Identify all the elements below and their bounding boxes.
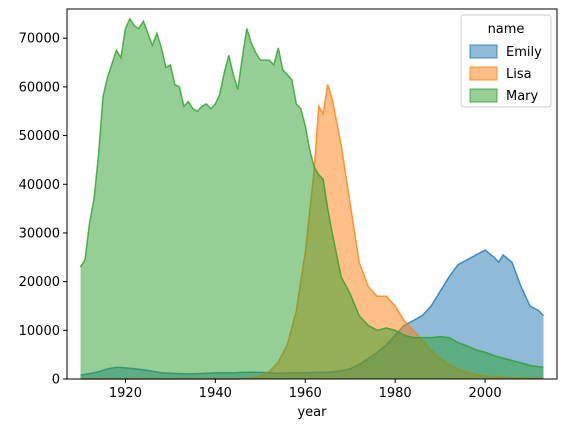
- y-tick-label: 0: [52, 373, 60, 388]
- plot-frame: [66, 8, 558, 380]
- y-tick-label: 70000: [19, 32, 60, 47]
- x-tick-label: 1920: [109, 386, 142, 401]
- x-tick-label: 1980: [379, 386, 412, 401]
- y-tick-label: 50000: [19, 129, 60, 144]
- y-tick-label: 60000: [19, 80, 60, 95]
- legend-items: Emily Lisa Mary: [469, 44, 542, 104]
- legend-swatch-emily: [469, 44, 498, 59]
- legend-label-emily: Emily: [506, 45, 542, 60]
- x-axis: 1920 1940 1960 1980 2000: [109, 379, 502, 401]
- legend-label-mary: Mary: [506, 89, 539, 104]
- x-tick-label: 1960: [289, 386, 322, 401]
- y-tick-label: 30000: [19, 226, 60, 241]
- legend-title: name: [488, 22, 525, 37]
- x-axis-label: year: [297, 405, 327, 420]
- legend-swatch-lisa: [469, 66, 498, 81]
- y-tick-label: 20000: [19, 275, 60, 290]
- legend-box: [460, 14, 552, 108]
- y-tick-label: 40000: [19, 178, 60, 193]
- y-tick-label: 10000: [19, 324, 60, 339]
- x-tick-label: 2000: [469, 386, 502, 401]
- line-mary: [79, 17, 544, 369]
- legend: name Emily Lisa Mary: [460, 14, 552, 108]
- area-mary: [80, 18, 544, 379]
- x-tick-label: 1940: [199, 386, 232, 401]
- y-axis: 0 10000 20000 30000 40000 50000 60000 70000: [19, 32, 67, 388]
- legend-swatch-mary: [469, 88, 498, 103]
- legend-label-lisa: Lisa: [506, 67, 532, 82]
- series-layer: [79, 17, 545, 380]
